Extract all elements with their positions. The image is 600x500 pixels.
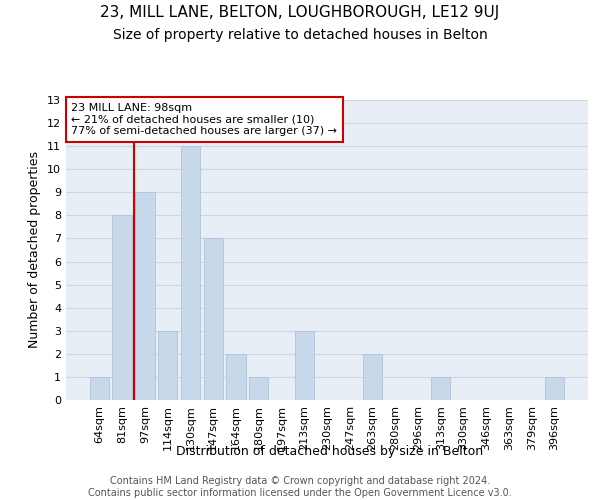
Bar xyxy=(249,377,268,400)
Bar xyxy=(135,192,155,400)
Text: Distribution of detached houses by size in Belton: Distribution of detached houses by size … xyxy=(176,445,484,458)
Bar xyxy=(363,354,382,400)
Text: Contains HM Land Registry data © Crown copyright and database right 2024.
Contai: Contains HM Land Registry data © Crown c… xyxy=(88,476,512,498)
Bar xyxy=(181,146,200,400)
Y-axis label: Number of detached properties: Number of detached properties xyxy=(28,152,41,348)
Text: 23, MILL LANE, BELTON, LOUGHBOROUGH, LE12 9UJ: 23, MILL LANE, BELTON, LOUGHBOROUGH, LE1… xyxy=(100,5,500,20)
Bar xyxy=(112,216,132,400)
Bar xyxy=(295,331,314,400)
Text: Size of property relative to detached houses in Belton: Size of property relative to detached ho… xyxy=(113,28,487,42)
Bar xyxy=(545,377,564,400)
Bar xyxy=(226,354,245,400)
Bar xyxy=(203,238,223,400)
Bar xyxy=(90,377,109,400)
Bar xyxy=(158,331,178,400)
Bar xyxy=(431,377,451,400)
Text: 23 MILL LANE: 98sqm
← 21% of detached houses are smaller (10)
77% of semi-detach: 23 MILL LANE: 98sqm ← 21% of detached ho… xyxy=(71,103,337,136)
